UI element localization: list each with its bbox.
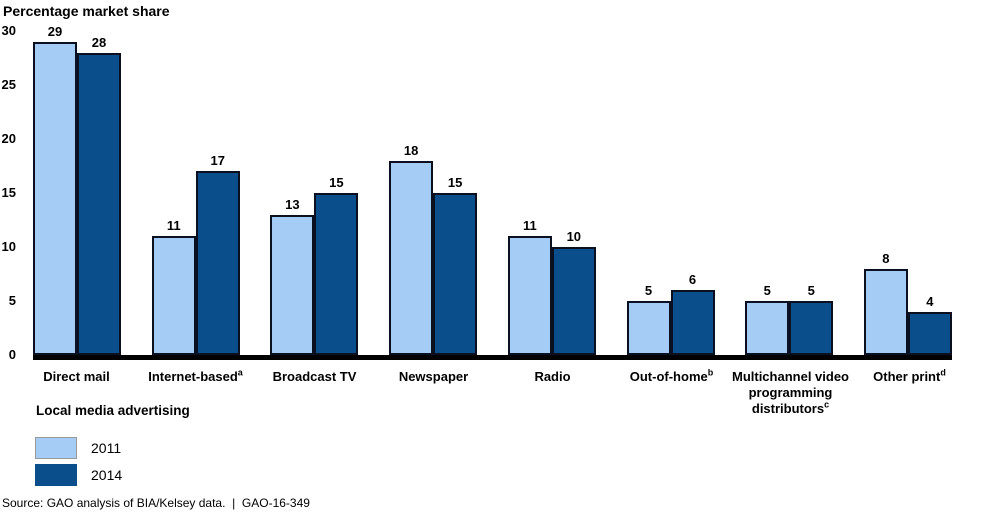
- bar-2014: [195, 171, 240, 355]
- legend-swatch-2014: [35, 464, 77, 486]
- bar-column-2014: 4: [907, 294, 952, 355]
- bar-column-2014: 6: [670, 272, 715, 355]
- legend-item-2011: 2011: [35, 437, 122, 459]
- bar-column-2014: 15: [433, 175, 478, 355]
- bar-value-label: 13: [285, 197, 300, 212]
- bar-value-label: 11: [166, 218, 181, 233]
- bar-2014: [77, 53, 121, 355]
- legend-item-2014: 2014: [35, 464, 122, 486]
- bar-group: 18 15: [389, 31, 478, 355]
- category-label: Direct mail: [43, 369, 110, 384]
- y-axis: 0 5 10 15 20 25 30: [0, 23, 16, 362]
- category-label: Internet-baseda: [148, 367, 243, 384]
- category-label: Multichannel video programming distributor…: [731, 369, 849, 416]
- bar-2011: [151, 236, 196, 355]
- x-axis-labels: Direct mail Internet-baseda Broadcast TV Ne…: [17, 367, 969, 417]
- bar-value-label: 17: [210, 153, 225, 168]
- bar-column-2011: 5: [745, 283, 790, 355]
- bar-2014: [670, 290, 715, 355]
- bar-group: 11 17: [151, 31, 240, 355]
- bar-2011: [389, 161, 434, 355]
- bar-value-label: 4: [926, 294, 934, 309]
- bar-2011: [745, 301, 790, 355]
- bar-column-2014: 5: [789, 283, 834, 355]
- bar-value-label: 5: [763, 283, 771, 298]
- bar-column-2011: 8: [863, 251, 908, 355]
- bar-value-label: 6: [688, 272, 697, 287]
- category-label: Other printd: [873, 367, 946, 384]
- bar-value-label: 29: [47, 24, 63, 39]
- bar-column-2011: 5: [626, 283, 671, 355]
- y-tick: 15: [1, 185, 16, 200]
- bar-2011: [33, 42, 77, 355]
- bar-group: 13 15: [270, 31, 359, 355]
- bar-group: 11 10: [507, 31, 596, 355]
- bar-2014: [789, 301, 834, 355]
- y-tick: 30: [1, 23, 16, 38]
- y-tick: 25: [1, 77, 16, 92]
- y-tick: 20: [1, 131, 16, 146]
- legend-label: 2014: [91, 467, 123, 483]
- bar-column-2014: 28: [77, 36, 121, 355]
- bar-2014: [314, 193, 359, 355]
- bar-value-label: 10: [566, 229, 582, 244]
- bar-value-label: 8: [882, 251, 890, 266]
- bar-column-2011: 13: [270, 197, 315, 355]
- category-label: Newspaper: [398, 369, 469, 384]
- bar-column-2011: 11: [151, 218, 196, 355]
- bar-2014: [433, 193, 478, 355]
- bar-column-2011: 11: [507, 218, 552, 355]
- source-note: Source: GAO analysis of BIA/Kelsey data.…: [2, 496, 310, 510]
- category-label: Out-of-homeb: [629, 367, 714, 384]
- bar-value-label: 5: [807, 283, 815, 298]
- y-tick: 5: [8, 293, 16, 308]
- bar-2011: [270, 215, 315, 355]
- bar-group: 29 28: [33, 25, 121, 355]
- bar-column-2014: 15: [314, 175, 359, 355]
- y-tick: 0: [8, 347, 16, 362]
- bar-value-label: 11: [522, 218, 537, 233]
- bar-value-label: 18: [403, 143, 419, 158]
- bar-2014: [907, 312, 952, 355]
- chart-title: Percentage market share: [3, 3, 170, 19]
- bar-value-label: 15: [447, 175, 463, 190]
- legend: 2011 2014: [35, 437, 122, 486]
- bar-2014: [551, 247, 596, 355]
- legend-swatch-2011: [35, 437, 77, 459]
- x-axis-title: Local media advertising: [36, 403, 190, 418]
- category-label: Radio: [534, 369, 571, 384]
- bar-2011: [863, 269, 908, 355]
- bar-column-2011: 18: [389, 143, 434, 355]
- legend-label: 2011: [91, 440, 122, 456]
- category-label: Broadcast TV: [272, 369, 357, 384]
- bar-column-2014: 10: [551, 229, 596, 355]
- bar-2011: [626, 301, 671, 355]
- bar-value-label: 15: [329, 175, 344, 190]
- plot-area: 29 28 11 17 13 15 18 15 11 10 5 6 5 5 8 4: [33, 25, 952, 360]
- bar-value-label: 5: [644, 283, 653, 298]
- bar-column-2014: 17: [195, 153, 240, 355]
- bar-value-label: 28: [91, 35, 107, 50]
- bar-2011: [507, 236, 552, 355]
- y-tick: 10: [1, 239, 16, 254]
- bar-column-2011: 29: [33, 25, 77, 355]
